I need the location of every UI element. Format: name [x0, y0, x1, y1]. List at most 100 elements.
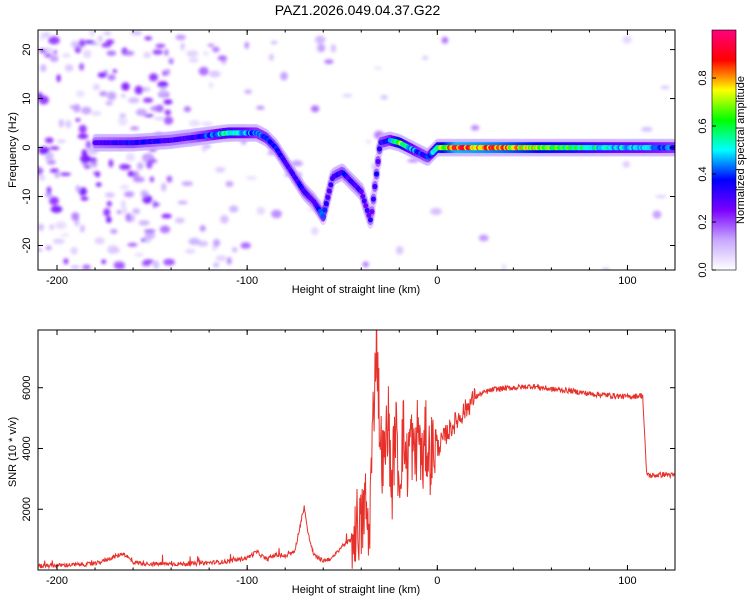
noise-cell	[501, 263, 507, 270]
noise-cell	[64, 64, 74, 72]
noise-cell	[60, 233, 70, 237]
noise-cell	[108, 159, 114, 168]
noise-cell	[45, 47, 53, 53]
colorbar-gradient	[712, 30, 736, 270]
noise-cell	[80, 224, 85, 233]
noise-cell	[622, 35, 632, 44]
noise-cell	[105, 101, 113, 106]
noise-cell	[144, 229, 156, 233]
y-tick-label: 20	[21, 43, 33, 55]
noise-cell	[46, 186, 52, 195]
noise-cell	[80, 154, 92, 164]
noise-cell	[189, 120, 201, 127]
ridge-core	[374, 171, 379, 177]
colorbar-tick-label: 0.0	[697, 262, 709, 277]
colorbar-label: Normalized spectral amplitude	[735, 76, 747, 224]
ridge-core	[320, 213, 326, 219]
noise-cell	[229, 205, 239, 213]
noise-cell	[54, 172, 60, 178]
noise-cell	[59, 172, 72, 176]
noise-cell	[175, 34, 186, 40]
noise-cell	[84, 165, 91, 169]
noise-cell	[120, 200, 126, 208]
noise-cell	[128, 97, 140, 104]
noise-cell	[98, 35, 103, 42]
noise-cell	[123, 191, 135, 198]
noise-cell	[123, 50, 135, 56]
noise-cell	[63, 258, 69, 265]
noise-cell	[215, 255, 227, 262]
noise-cell	[188, 57, 199, 63]
noise-cell	[132, 208, 141, 215]
noise-cell	[470, 125, 480, 131]
ridge-core	[323, 201, 329, 207]
noise-cell	[144, 36, 153, 41]
x-tick-label: 0	[434, 275, 440, 287]
noise-cell	[153, 203, 160, 206]
noise-cell	[141, 260, 151, 267]
x-tick-label: -200	[46, 275, 68, 287]
noise-cell	[99, 91, 108, 97]
noise-cell	[101, 259, 106, 265]
noise-cell	[135, 108, 147, 116]
noise-cell	[81, 149, 88, 157]
noise-cell	[430, 207, 442, 216]
snr-ticks: -200 -100 0 100 2000 4000 6000	[21, 330, 675, 587]
noise-cell	[38, 248, 43, 252]
noise-cell	[641, 126, 653, 132]
noise-cell	[166, 175, 173, 183]
ridge-core	[372, 183, 378, 190]
ridge-core	[358, 189, 364, 195]
noise-cell	[395, 245, 404, 255]
snr-frame	[37, 329, 676, 571]
noise-cell	[144, 232, 156, 240]
ridge-core	[369, 209, 375, 215]
noise-cell	[125, 212, 131, 222]
noise-cell	[244, 41, 250, 49]
snr-series-line	[38, 330, 675, 570]
noise-cell	[652, 210, 662, 219]
chart-title: PAZ1.2026.049.04.37.G22	[274, 2, 441, 18]
noise-cell	[138, 220, 150, 226]
ridge-core	[326, 188, 332, 194]
noise-cell	[104, 192, 115, 198]
y-tick-label: 0	[21, 144, 33, 150]
noise-cell	[212, 46, 220, 53]
noise-cell	[45, 245, 52, 251]
noise-cell	[660, 85, 670, 90]
noise-cell	[121, 206, 127, 215]
noise-cell	[75, 118, 81, 122]
noise-cell	[199, 225, 206, 232]
noise-cell	[117, 117, 128, 126]
ridge-core	[322, 207, 328, 213]
noise-cell	[181, 181, 194, 187]
noise-cell	[280, 71, 288, 81]
noise-cell	[49, 196, 59, 206]
noise-cell	[38, 92, 43, 100]
noise-cell	[47, 152, 54, 160]
noise-cell	[134, 252, 144, 257]
noise-cell	[380, 95, 388, 100]
noise-cell	[46, 159, 56, 165]
noise-cell	[38, 146, 50, 155]
noise-cell	[40, 64, 47, 72]
noise-cell	[103, 31, 112, 36]
noise-cell	[49, 168, 60, 173]
noise-cell	[52, 238, 65, 244]
noise-cell	[55, 221, 67, 230]
noise-cell	[245, 176, 258, 180]
noise-cell	[174, 217, 185, 224]
noise-cell	[149, 73, 158, 82]
noise-cell	[180, 42, 185, 51]
noise-cell	[159, 225, 171, 234]
noise-cell	[256, 105, 265, 110]
noise-cell	[164, 49, 169, 56]
colorbar-frame	[711, 29, 737, 271]
noise-cell	[73, 104, 81, 113]
noise-cell	[110, 229, 118, 234]
noise-cell	[70, 40, 79, 48]
noise-cell	[134, 85, 143, 95]
noise-cell	[112, 69, 117, 74]
